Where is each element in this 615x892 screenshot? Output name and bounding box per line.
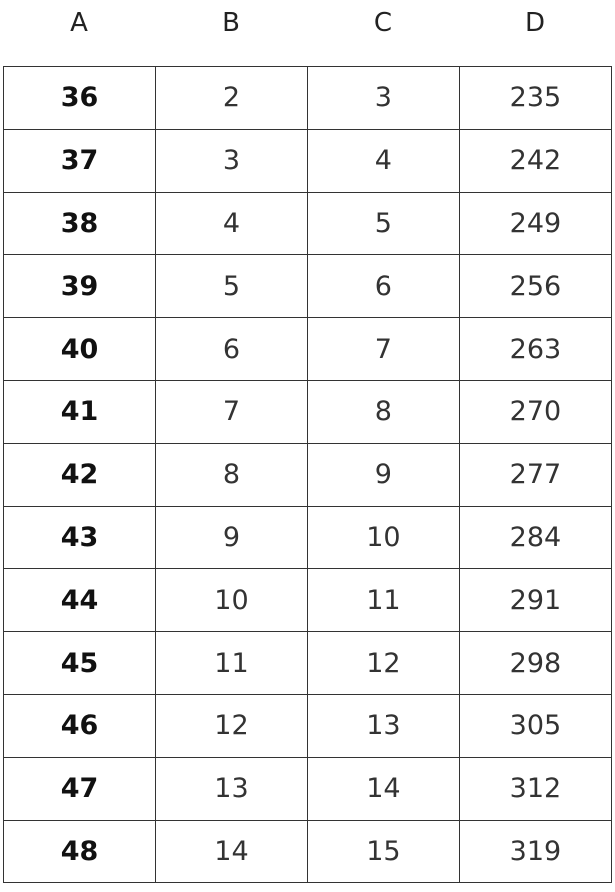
cell-d: 291 [458,568,613,633]
cell-a: 37 [3,128,156,193]
cell-d: 284 [458,505,613,570]
column-header-c: C [373,8,393,38]
cell-c: 13 [306,693,460,758]
cell-a: 41 [3,379,156,444]
cell-a: 38 [3,191,156,256]
cell-d: 305 [458,693,613,758]
cell-b: 2 [154,66,308,130]
table-row: 36 2 3 235 [3,66,613,130]
cell-c: 6 [306,254,460,319]
cell-b: 12 [154,693,308,758]
table-row: 47 13 14 312 [3,756,613,821]
cell-b: 14 [154,819,308,884]
cell-a: 36 [3,66,156,130]
cell-c: 11 [306,568,460,633]
cell-b: 8 [154,442,308,507]
cell-a: 47 [3,756,156,821]
cell-c: 8 [306,379,460,444]
cell-a: 43 [3,505,156,570]
table-row: 46 12 13 305 [3,693,613,758]
cell-b: 6 [154,317,308,381]
cell-d: 298 [458,631,613,695]
cell-b: 10 [154,568,308,633]
column-headers: A B C D [3,0,611,46]
cell-d: 249 [458,191,613,256]
column-header-d: D [524,8,546,38]
cell-d: 263 [458,317,613,381]
cell-b: 11 [154,631,308,695]
cell-a: 45 [3,631,156,695]
column-header-a: A [70,8,88,38]
cell-c: 3 [306,66,460,130]
cell-d: 270 [458,379,613,444]
cell-d: 312 [458,756,613,821]
cell-d: 242 [458,128,613,193]
data-table: 36 2 3 235 37 3 4 242 38 4 5 249 39 5 6 256 40 6 7 263 41 7 8 2… [3,66,613,884]
table-row: 48 14 15 319 [3,819,613,884]
cell-b: 13 [154,756,308,821]
cell-b: 4 [154,191,308,256]
cell-b: 5 [154,254,308,319]
cell-d: 235 [458,66,613,130]
cell-c: 7 [306,317,460,381]
cell-c: 14 [306,756,460,821]
table-row: 45 11 12 298 [3,631,613,695]
table-row: 37 3 4 242 [3,128,613,193]
cell-c: 4 [306,128,460,193]
cell-a: 48 [3,819,156,884]
column-header-b: B [222,8,240,38]
cell-a: 40 [3,317,156,381]
cell-b: 3 [154,128,308,193]
cell-d: 256 [458,254,613,319]
cell-c: 15 [306,819,460,884]
cell-c: 5 [306,191,460,256]
table-row: 41 7 8 270 [3,379,613,444]
cell-b: 7 [154,379,308,444]
cell-d: 277 [458,442,613,507]
cell-a: 44 [3,568,156,633]
cell-d: 319 [458,819,613,884]
cell-c: 10 [306,505,460,570]
table-row: 44 10 11 291 [3,568,613,633]
table-row: 38 4 5 249 [3,191,613,256]
cell-c: 12 [306,631,460,695]
cell-a: 39 [3,254,156,319]
cell-a: 46 [3,693,156,758]
table-row: 42 8 9 277 [3,442,613,507]
table-row: 40 6 7 263 [3,317,613,381]
cell-b: 9 [154,505,308,570]
cell-a: 42 [3,442,156,507]
table-row: 39 5 6 256 [3,254,613,319]
cell-c: 9 [306,442,460,507]
table-row: 43 9 10 284 [3,505,613,570]
